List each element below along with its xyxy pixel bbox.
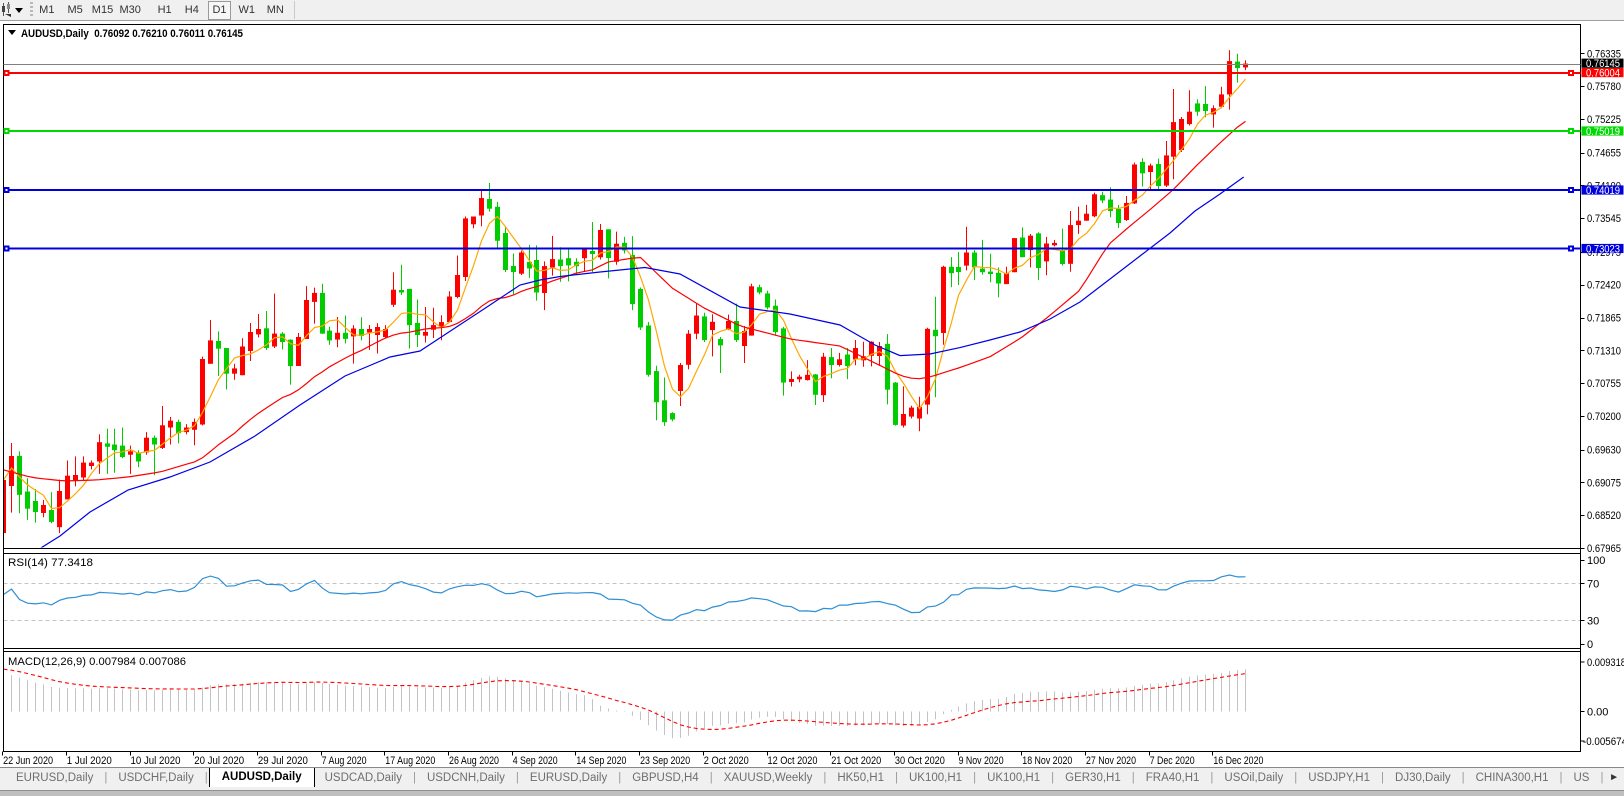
svg-text:21 Oct 2020: 21 Oct 2020 (831, 755, 881, 767)
svg-text:0.67965: 0.67965 (1587, 543, 1621, 555)
svg-text:0.72420: 0.72420 (1587, 280, 1621, 292)
svg-text:RSI(14) 77.3418: RSI(14) 77.3418 (8, 557, 93, 569)
svg-text:0.76145: 0.76145 (1586, 58, 1620, 70)
svg-text:AUDUSD,Daily 0.76092 0.76210: AUDUSD,Daily 0.76092 0.76210 0.76011 0.7… (21, 28, 243, 40)
svg-text:23 Sep 2020: 23 Sep 2020 (640, 755, 690, 767)
svg-text:27 Nov 2020: 27 Nov 2020 (1086, 755, 1136, 767)
svg-text:0.68520: 0.68520 (1587, 510, 1621, 522)
svg-text:0.71310: 0.71310 (1587, 345, 1621, 357)
svg-text:0.75780: 0.75780 (1587, 81, 1621, 93)
svg-text:0.00: 0.00 (1587, 707, 1608, 719)
svg-text:9 Nov 2020: 9 Nov 2020 (959, 755, 1004, 767)
svg-text:0.71865: 0.71865 (1587, 313, 1621, 325)
svg-text:12 Oct 2020: 12 Oct 2020 (768, 755, 818, 767)
svg-text:70: 70 (1587, 579, 1599, 591)
svg-text:20 Jul 2020: 20 Jul 2020 (194, 755, 244, 767)
svg-text:16 Dec 2020: 16 Dec 2020 (1213, 755, 1263, 767)
svg-text:0.73023: 0.73023 (1586, 243, 1620, 255)
svg-text:MACD(12,26,9) 0.007984 0.00708: MACD(12,26,9) 0.007984 0.007086 (8, 656, 186, 668)
svg-text:2 Oct 2020: 2 Oct 2020 (704, 755, 749, 767)
svg-text:0.70200: 0.70200 (1587, 411, 1621, 423)
svg-text:0.74655: 0.74655 (1587, 148, 1621, 160)
svg-text:0.75019: 0.75019 (1586, 126, 1620, 138)
svg-text:7 Dec 2020: 7 Dec 2020 (1150, 755, 1195, 767)
svg-text:17 Aug 2020: 17 Aug 2020 (385, 755, 435, 767)
svg-text:4 Sep 2020: 4 Sep 2020 (513, 755, 558, 767)
svg-text:0.73545: 0.73545 (1587, 213, 1621, 225)
svg-text:1 Jul 2020: 1 Jul 2020 (67, 755, 112, 767)
svg-text:30 Oct 2020: 30 Oct 2020 (895, 755, 945, 767)
svg-text:0.74019: 0.74019 (1586, 185, 1620, 197)
svg-text:100: 100 (1587, 555, 1605, 567)
svg-text:0.69075: 0.69075 (1587, 477, 1621, 489)
svg-text:0.76004: 0.76004 (1586, 68, 1620, 80)
svg-text:7 Aug 2020: 7 Aug 2020 (322, 755, 367, 767)
svg-text:26 Aug 2020: 26 Aug 2020 (449, 755, 499, 767)
svg-text:30: 30 (1587, 616, 1599, 628)
svg-text:18 Nov 2020: 18 Nov 2020 (1022, 755, 1072, 767)
svg-text:29 Jul 2020: 29 Jul 2020 (258, 755, 308, 767)
svg-text:22 Jun 2020: 22 Jun 2020 (3, 755, 53, 767)
svg-text:0.009318: 0.009318 (1587, 657, 1624, 669)
svg-text:0: 0 (1587, 639, 1593, 651)
svg-text:14 Sep 2020: 14 Sep 2020 (576, 755, 626, 767)
svg-text:0.70755: 0.70755 (1587, 378, 1621, 390)
svg-text:0.69630: 0.69630 (1587, 445, 1621, 457)
svg-text:10 Jul 2020: 10 Jul 2020 (131, 755, 181, 767)
svg-text:0.75225: 0.75225 (1587, 114, 1621, 126)
svg-text:0.76335: 0.76335 (1587, 48, 1621, 60)
svg-text:-0.005674: -0.005674 (1583, 736, 1624, 748)
